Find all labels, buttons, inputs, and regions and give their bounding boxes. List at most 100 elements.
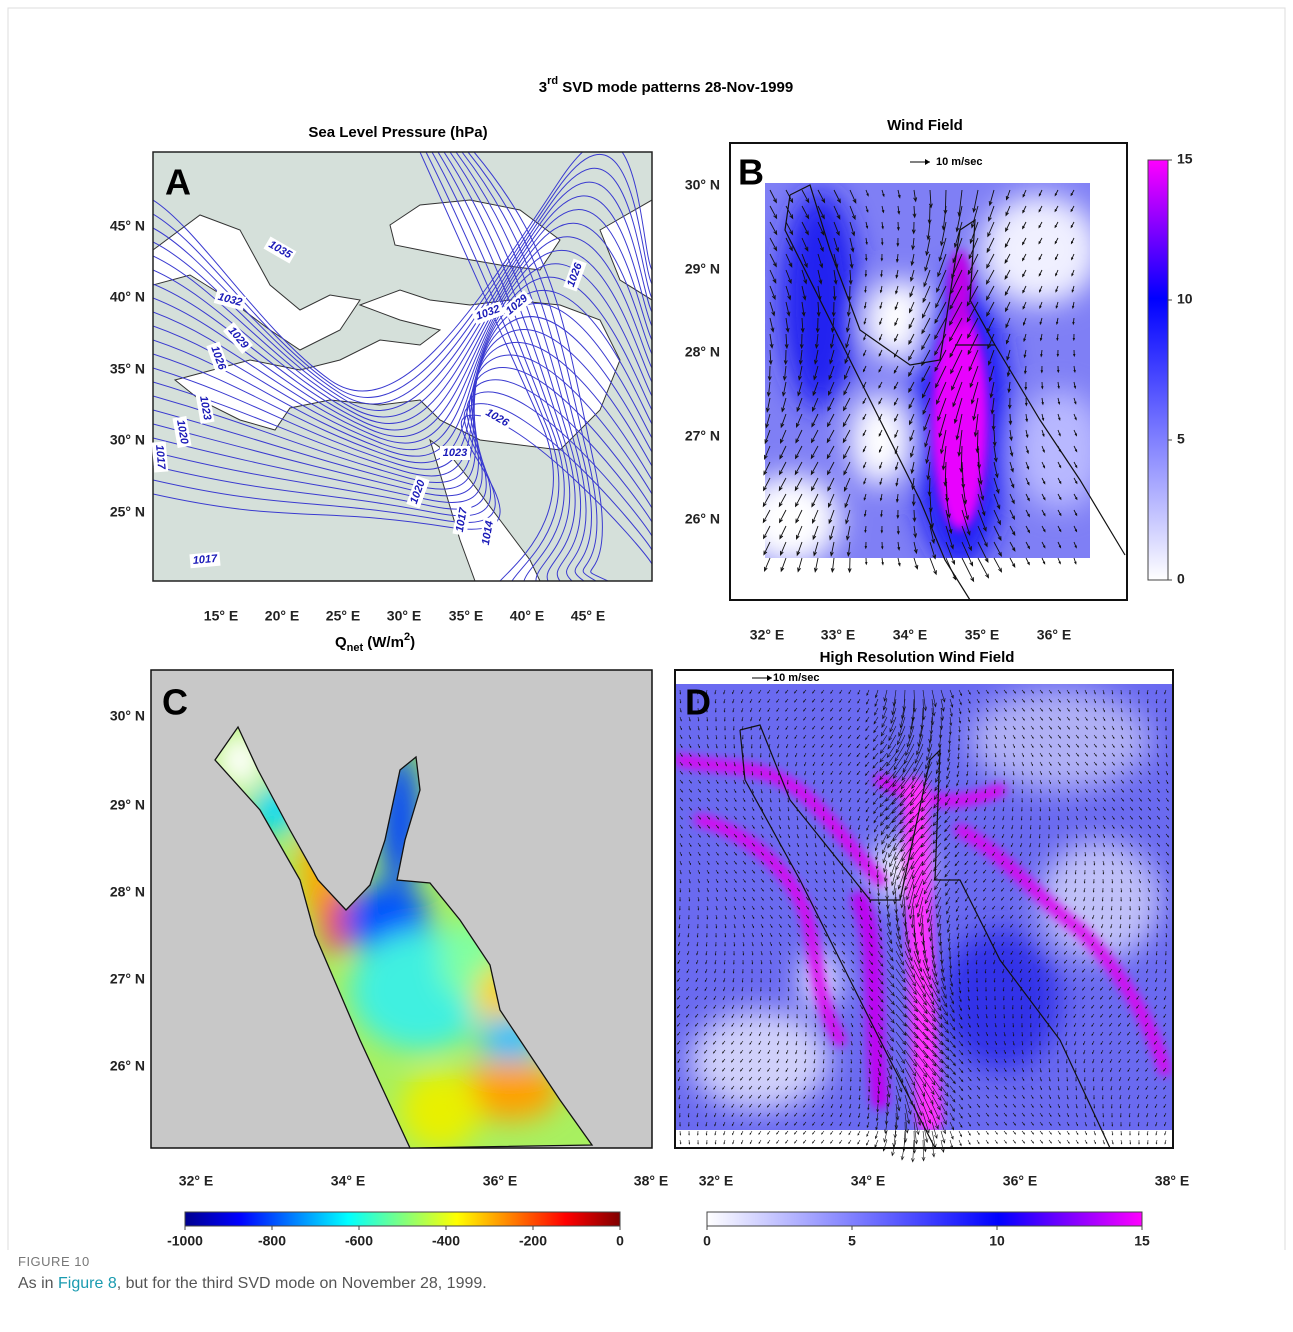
wind-speed-field — [676, 684, 1172, 1130]
contour-label: 1017 — [189, 551, 221, 569]
isobar — [455, 152, 587, 581]
colorbar-label: -1000 — [167, 1233, 203, 1249]
x-tick-label: 38° E — [634, 1173, 668, 1189]
colorbar-label: 10 — [989, 1233, 1005, 1249]
isobar — [153, 152, 652, 392]
colorbar-label: 0 — [1177, 571, 1185, 587]
isobar — [153, 276, 652, 457]
y-tick-label: 30° N — [110, 432, 145, 448]
x-tick-label: 45° E — [571, 608, 605, 624]
panel-letter: D — [685, 682, 711, 723]
map-frame — [674, 669, 1174, 1149]
contour-label: 1023 — [195, 392, 215, 424]
panel-b: Wind Field 10 m/sec B — [729, 117, 1169, 601]
panel-letter: B — [738, 152, 764, 193]
contour-label-text: 1017 — [153, 444, 167, 470]
x-tick-label: 36° E — [483, 1173, 517, 1189]
panel-title: Sea Level Pressure (hPa) — [308, 124, 487, 141]
y-tick-label: 26° N — [685, 511, 720, 527]
reference-arrow-head — [767, 675, 772, 681]
x-tick-label: 36° E — [1003, 1173, 1037, 1189]
isobar — [449, 152, 581, 581]
x-tick-label: 15° E — [204, 608, 238, 624]
contour-label-text: 1017 — [454, 506, 470, 533]
isobar — [473, 152, 609, 581]
contour-label-bg — [480, 404, 514, 432]
y-tick-label: 30° N — [685, 177, 720, 193]
reference-label: 10 m/sec — [773, 672, 819, 684]
isobar — [425, 152, 560, 581]
x-tick-label: 20° E — [265, 608, 299, 624]
isobar — [153, 223, 652, 431]
isobar — [153, 329, 652, 484]
contour-label: 1020 — [172, 416, 192, 448]
contour-label-bg — [189, 551, 221, 569]
contour-label-bg — [478, 517, 498, 549]
contour-label: 1023 — [440, 446, 470, 460]
figure-link[interactable]: Figure 8 — [58, 1275, 117, 1292]
y-tick-label: 28° N — [685, 344, 720, 360]
x-tick-label: 32° E — [699, 1173, 733, 1189]
vector — [676, 689, 1170, 1163]
isobar — [153, 354, 652, 497]
isobar — [153, 167, 652, 405]
colorbar-label: 15 — [1134, 1233, 1150, 1249]
isobar — [153, 195, 652, 418]
contour-label-bg — [206, 341, 230, 375]
figure: 3rd SVD mode patterns 28-Nov-1999 Sea Le… — [7, 7, 1286, 1250]
x-tick-label: 38° E — [1155, 1173, 1189, 1189]
panel-title: Qnet (W/m2) — [335, 631, 415, 654]
y-tick-label: 28° N — [110, 884, 145, 900]
y-tick-label: 40° N — [110, 289, 145, 305]
colorbar-label: 0 — [616, 1233, 624, 1249]
coastline — [739, 724, 1111, 1149]
contour-label: 1017 — [452, 504, 472, 536]
y-tick-label: 27° N — [685, 428, 720, 444]
isobar — [153, 316, 652, 477]
isobar — [153, 341, 652, 490]
colorbar-label: -800 — [258, 1233, 286, 1249]
reference-label: 10 m/sec — [936, 156, 982, 168]
x-tick-label: 25° E — [326, 608, 360, 624]
wind-vectors — [676, 689, 1170, 1163]
x-tick-label: 35° E — [449, 608, 483, 624]
x-tick-label: 34° E — [893, 627, 927, 643]
figure-border — [7, 7, 1286, 1250]
y-tick-label: 30° N — [110, 708, 145, 724]
x-tick-label: 32° E — [750, 627, 784, 643]
x-tick-label: 32° E — [179, 1173, 213, 1189]
map-frame — [152, 151, 653, 582]
y-tick-label: 27° N — [110, 971, 145, 987]
isobar — [467, 152, 598, 581]
panel-a: Sea Level Pressure (hPa) A — [152, 124, 653, 582]
contour-label-text: 1017 — [192, 553, 218, 567]
contour-label-bg — [151, 441, 169, 473]
y-tick-label: 29° N — [110, 797, 145, 813]
isobar — [153, 236, 652, 437]
contour-label-bg — [440, 446, 470, 460]
caption: FIGURE 10 As in Figure 8, but for the th… — [18, 1254, 487, 1293]
colorbar-label: -200 — [519, 1233, 547, 1249]
isobar — [153, 154, 652, 398]
isobar — [153, 181, 652, 411]
colorbar — [184, 1211, 621, 1227]
contour-label: 1032 — [471, 301, 505, 325]
reference-arrow-head — [925, 159, 930, 165]
y-tick-label: 35° N — [110, 361, 145, 377]
contour-label: 1032 — [213, 289, 247, 311]
colorbar-label: 15 — [1177, 151, 1193, 167]
caption-text: As in Figure 8, but for the third SVD mo… — [18, 1275, 487, 1292]
colorbar — [706, 1211, 1143, 1227]
colorbar-label: 10 — [1177, 291, 1193, 307]
colorbar — [1147, 159, 1169, 581]
contour-label-bg — [501, 289, 533, 321]
x-tick-label: 34° E — [851, 1173, 885, 1189]
coastline — [789, 184, 1126, 556]
y-tick-label: 26° N — [110, 1058, 145, 1074]
y-tick-label: 25° N — [110, 504, 145, 520]
contour-label-text: 1020 — [174, 419, 190, 446]
coastline — [214, 725, 594, 1149]
colorbar-label: -600 — [345, 1233, 373, 1249]
x-tick-label: 35° E — [965, 627, 999, 643]
